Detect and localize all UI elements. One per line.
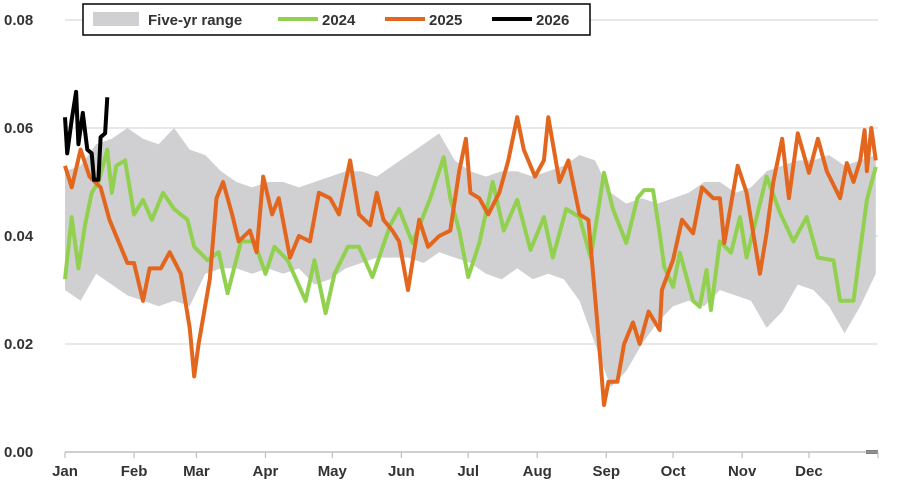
series-line-2026 bbox=[63, 89, 110, 182]
legend-swatch-five-yr-range bbox=[93, 12, 139, 26]
series-layer bbox=[63, 89, 878, 454]
x-tick-label: Sep bbox=[592, 463, 620, 480]
legend: Five-yr range 2024 2025 2026 bbox=[82, 3, 591, 36]
legend-label-five-yr-range: Five-yr range bbox=[148, 12, 242, 29]
x-tick-label: Jan bbox=[52, 463, 78, 480]
x-tick-label: Jun bbox=[388, 463, 415, 480]
series-line-2024 bbox=[63, 147, 878, 316]
legend-label-2026: 2026 bbox=[536, 12, 569, 29]
series-line-2025 bbox=[63, 115, 878, 407]
y-tick-label: 0.08 bbox=[4, 12, 33, 29]
y-tick-label: 0.02 bbox=[4, 336, 33, 353]
legend-label-2025: 2025 bbox=[429, 12, 462, 29]
x-tick-label: May bbox=[318, 463, 348, 480]
x-tick-label: Apr bbox=[253, 463, 279, 480]
x-tick-label: Dec bbox=[795, 463, 823, 480]
x-tick-label: Mar bbox=[183, 463, 210, 480]
five-yr-range-band bbox=[65, 128, 876, 388]
x-tick-label: Nov bbox=[728, 463, 757, 480]
y-tick-label: 0.00 bbox=[4, 444, 33, 461]
x-tick-label: Feb bbox=[121, 463, 148, 480]
x-tick-label: Oct bbox=[661, 463, 686, 480]
x-tick-label: Jul bbox=[457, 463, 479, 480]
y-tick-label: 0.04 bbox=[4, 228, 34, 245]
legend-label-2024: 2024 bbox=[322, 12, 356, 29]
y-axis-ticks: 0.00 0.02 0.04 0.06 0.08 bbox=[4, 12, 34, 461]
x-tick-label: Aug bbox=[523, 463, 552, 480]
y-tick-label: 0.06 bbox=[4, 120, 33, 137]
x-axis: Jan Feb Mar Apr May Jun Jul Aug Sep Oct Nov Dec bbox=[52, 451, 879, 480]
